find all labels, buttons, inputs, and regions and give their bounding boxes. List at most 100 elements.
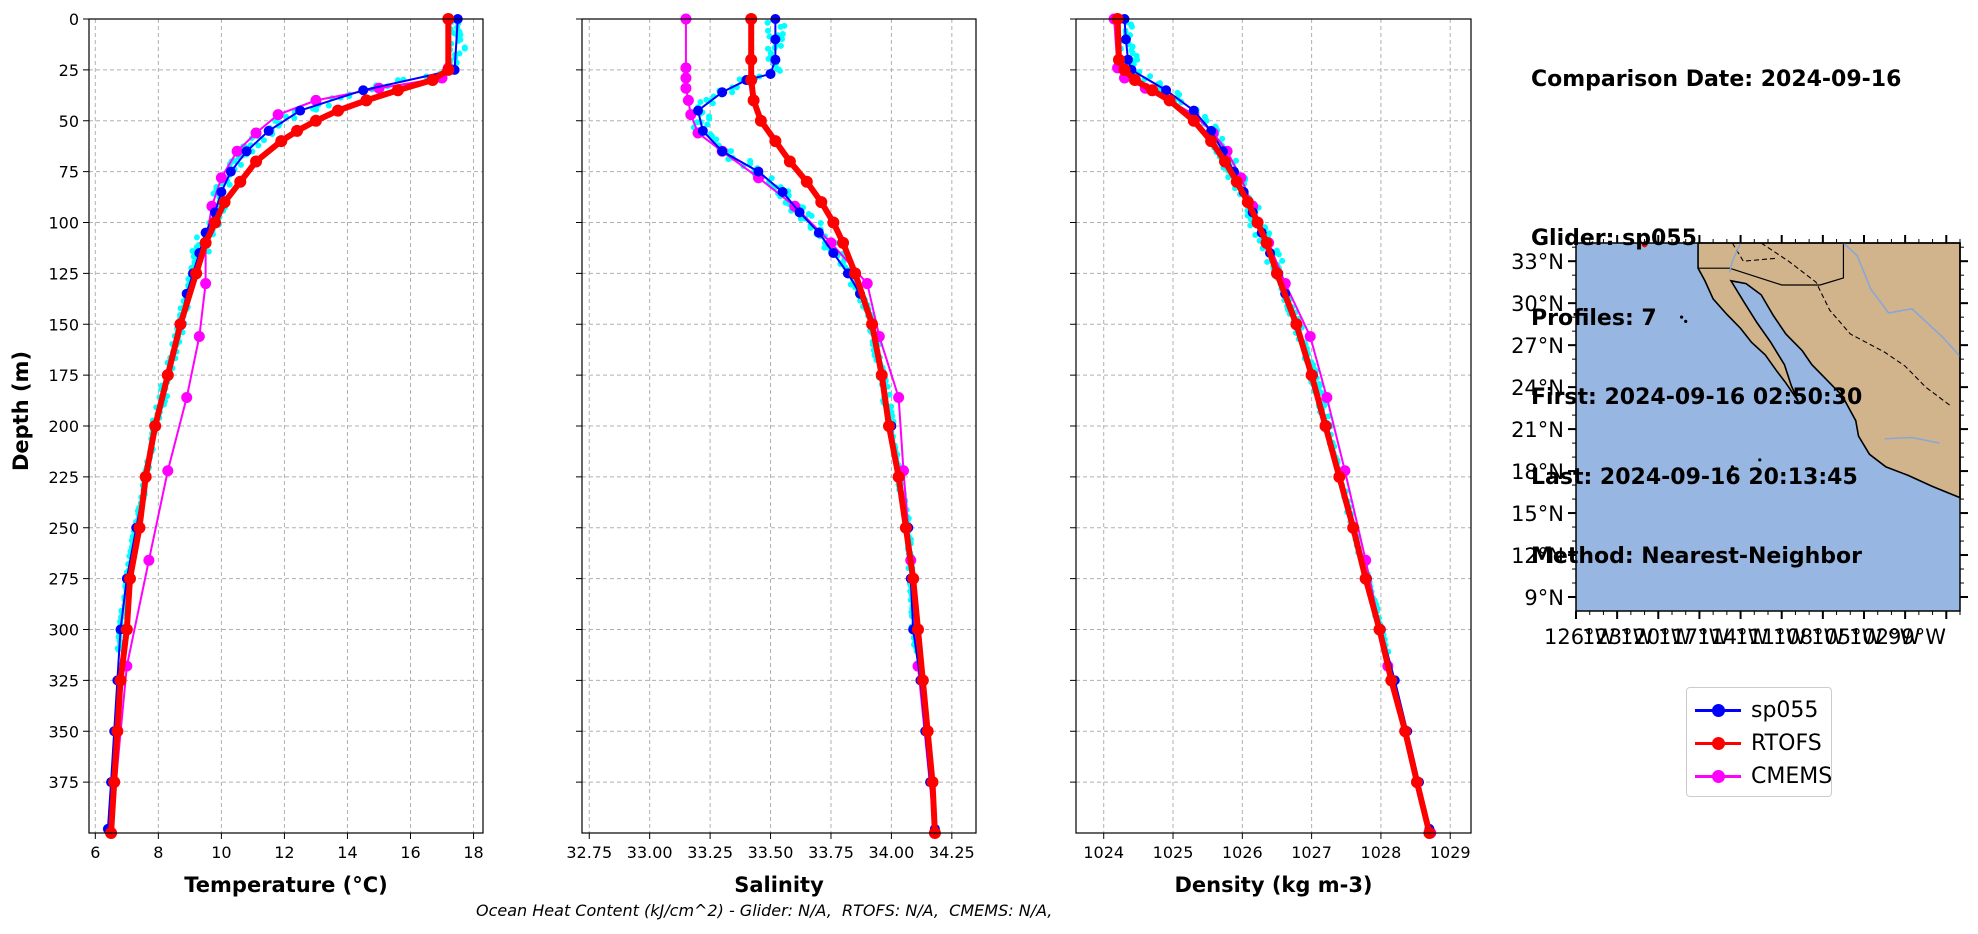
location-map: 33°N 30°N 27°N 24°N 21°N 18°N 15°N 12°N 9°N 126°W… — [1511, 235, 1968, 649]
series-point-rtofs — [114, 674, 127, 687]
x-tick-label: 14 — [337, 843, 357, 862]
map-river — [1884, 436, 1940, 444]
series-point-rtofs — [916, 674, 929, 687]
series-point-rtofs — [1319, 420, 1332, 432]
raw-point — [189, 247, 196, 254]
raw-point — [461, 45, 468, 52]
raw-point — [1147, 73, 1154, 80]
raw-point — [776, 67, 783, 74]
series-point-cmems — [680, 62, 692, 74]
series-point-rtofs — [1230, 175, 1243, 188]
series-point-rtofs — [133, 521, 146, 534]
glider-name: Glider: sp055 — [1531, 226, 1697, 251]
map-river — [1728, 242, 1742, 273]
series-point-rtofs — [309, 114, 322, 127]
series-point-rtofs — [1205, 135, 1218, 148]
map-island — [1680, 315, 1684, 319]
series-point-rtofs — [745, 53, 758, 66]
raw-point — [1219, 135, 1226, 142]
series-point-glider — [693, 105, 704, 116]
x-tick-label: 18 — [463, 843, 483, 862]
series-point-rtofs — [800, 175, 813, 188]
raw-profiles-cloud — [1114, 19, 1392, 655]
x-tick-label: 33.25 — [687, 843, 733, 862]
raw-point — [226, 181, 233, 188]
series-point-rtofs — [234, 175, 247, 188]
y-tick-label: 350 — [48, 722, 79, 741]
x-tick-label: 8 — [153, 843, 163, 862]
raw-point — [205, 248, 212, 255]
lon-tick-label: 105°W — [1811, 625, 1883, 649]
series-point-glider — [813, 227, 824, 238]
raw-point — [1128, 23, 1135, 30]
legend-entry-cmems: CMEMS — [1695, 761, 1832, 791]
y-tick-label: 175 — [48, 366, 79, 385]
series-point-rtofs — [754, 114, 767, 127]
series-point-cmems — [680, 72, 692, 84]
y-tick-label: 50 — [59, 112, 79, 131]
series-point-rtofs — [1373, 623, 1386, 636]
series-point-rtofs — [1333, 470, 1346, 483]
map-island — [1684, 319, 1688, 323]
lon-tick-label: 123°W — [1582, 625, 1654, 649]
last-time: Last: 2024-09-16 20:13:45 — [1531, 464, 1858, 490]
series-point-rtofs — [1270, 267, 1283, 280]
series-point-glider — [225, 166, 236, 177]
x-tick-label: 16 — [400, 843, 420, 862]
profile-count: Profiles: 7 — [1531, 305, 1657, 331]
legend-entry-rtofs: RTOFS — [1695, 728, 1822, 758]
legend-swatch-glider — [1695, 695, 1741, 725]
x-tick-label: 34.25 — [929, 843, 975, 862]
lat-tick-label: 33°N — [1511, 250, 1564, 274]
x-tick-label: 1026 — [1222, 843, 1263, 862]
method: Method: Nearest-Neighbor — [1531, 544, 1862, 569]
series-point-cmems — [143, 554, 155, 566]
series-point-glider — [697, 125, 708, 136]
series-point-rtofs — [911, 623, 924, 636]
series-line-glider — [1123, 18, 1431, 830]
raw-point — [706, 113, 713, 120]
series-point-cmems — [310, 94, 322, 106]
x-tick-label: 34.00 — [868, 843, 914, 862]
series-point-rtofs — [1112, 53, 1125, 66]
raw-point — [779, 30, 786, 37]
map-island — [1758, 458, 1762, 462]
series-point-rtofs — [250, 155, 263, 168]
series-point-cmems — [193, 330, 205, 342]
raw-point — [765, 55, 772, 62]
series-point-rtofs — [921, 725, 934, 738]
series-rtofs — [105, 13, 455, 839]
lat-tick-label: 18°N — [1511, 460, 1564, 484]
raw-point — [1279, 257, 1286, 264]
series-point-glider — [1120, 34, 1131, 45]
series-point-rtofs — [849, 267, 862, 280]
series-point-rtofs — [123, 572, 136, 585]
series-point-rtofs — [1410, 776, 1423, 789]
lat-tick-label: 21°N — [1511, 418, 1564, 442]
series-point-rtofs — [1128, 74, 1141, 87]
first-time: First: 2024-09-16 02:50:30 — [1531, 385, 1863, 410]
legend: sp055 RTOFS CMEMS — [1686, 687, 1832, 797]
y-tick-label: 25 — [59, 61, 79, 80]
series-point-rtofs — [837, 236, 850, 249]
x-tick-label: 33.75 — [808, 843, 854, 862]
raw-point — [736, 76, 743, 83]
y-tick-label: 275 — [48, 570, 79, 589]
series-point-cmems — [1321, 392, 1333, 404]
series-point-rtofs — [190, 267, 203, 280]
map-state-border — [1731, 242, 1775, 262]
series-point-glider — [1206, 125, 1217, 136]
raw-point — [694, 119, 701, 126]
x-tick-label: 1024 — [1083, 843, 1124, 862]
raw-point — [325, 102, 332, 109]
raw-point — [260, 137, 267, 144]
raw-profiles-cloud — [690, 18, 920, 654]
y-tick-label: 150 — [48, 315, 79, 334]
x-axis-label: Density (kg m-3) — [1174, 873, 1372, 897]
series-point-glider — [1188, 105, 1199, 116]
series-point-glider — [1161, 85, 1172, 96]
x-axis-label: Salinity — [734, 873, 824, 897]
series-point-rtofs — [218, 196, 231, 209]
series-point-rtofs — [907, 572, 920, 585]
